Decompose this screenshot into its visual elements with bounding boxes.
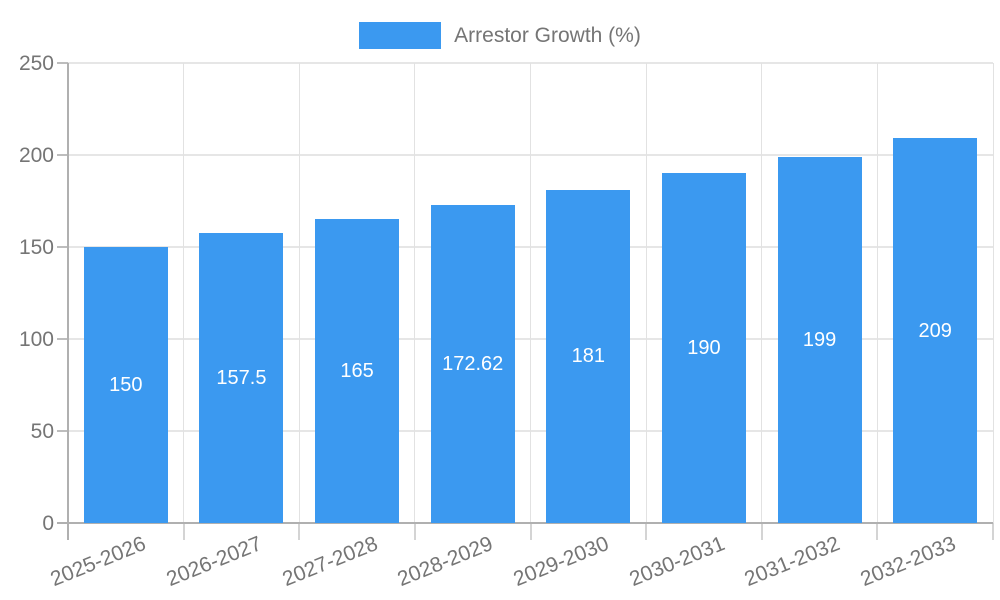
x-axis-label: 2025-2026 xyxy=(47,532,150,591)
gridline-vertical xyxy=(645,63,647,523)
x-axis-line xyxy=(57,522,993,524)
gridline-vertical xyxy=(761,63,763,523)
bar[interactable] xyxy=(83,247,168,523)
x-axis-tick xyxy=(413,523,416,540)
x-axis-label: 2031-2032 xyxy=(741,532,844,591)
x-axis-tick xyxy=(298,523,301,540)
x-axis-tick xyxy=(645,523,648,540)
y-axis-line xyxy=(67,63,69,523)
bar[interactable] xyxy=(777,156,862,523)
gridline-vertical xyxy=(298,63,300,523)
x-axis-tick xyxy=(67,523,69,540)
bar[interactable] xyxy=(430,205,515,523)
x-axis-label: 2029-2030 xyxy=(510,532,612,591)
y-axis-tick xyxy=(57,430,68,432)
bar[interactable] xyxy=(661,173,746,523)
y-axis-tick xyxy=(57,154,68,156)
gridline-vertical xyxy=(183,63,185,523)
legend-swatch[interactable] xyxy=(359,22,442,49)
x-axis-label: 2027-2028 xyxy=(278,532,381,591)
x-axis-tick xyxy=(760,523,763,540)
y-axis-label: 0 xyxy=(42,512,54,535)
x-axis-tick xyxy=(876,523,879,540)
x-axis-tick xyxy=(992,523,994,540)
gridline-vertical xyxy=(992,63,994,523)
gridline-vertical xyxy=(530,63,531,523)
y-axis-tick xyxy=(57,62,68,64)
x-axis-label: 2026-2027 xyxy=(163,532,266,591)
legend: Arrestor Growth (%) xyxy=(0,22,1000,49)
y-axis-tick xyxy=(57,338,68,340)
x-axis-label: 2028-2029 xyxy=(394,532,497,591)
y-axis-tick xyxy=(57,246,68,248)
x-axis-label: 2030-2031 xyxy=(625,532,728,591)
y-axis-label: 200 xyxy=(18,144,54,167)
x-axis-tick xyxy=(529,523,532,540)
y-axis-label: 100 xyxy=(18,328,54,351)
legend-label: Arrestor Growth (%) xyxy=(454,23,641,47)
x-axis-tick xyxy=(182,523,185,540)
y-axis-label: 150 xyxy=(18,236,54,259)
gridline-vertical xyxy=(414,63,416,523)
y-axis-label: 250 xyxy=(18,52,54,75)
bar[interactable] xyxy=(546,189,631,523)
gridline-vertical xyxy=(876,63,878,523)
bar[interactable] xyxy=(199,233,284,523)
y-axis-label: 50 xyxy=(30,420,54,443)
x-axis-label: 2032-2033 xyxy=(857,532,959,591)
bar[interactable] xyxy=(893,138,978,523)
bar[interactable] xyxy=(315,219,400,523)
